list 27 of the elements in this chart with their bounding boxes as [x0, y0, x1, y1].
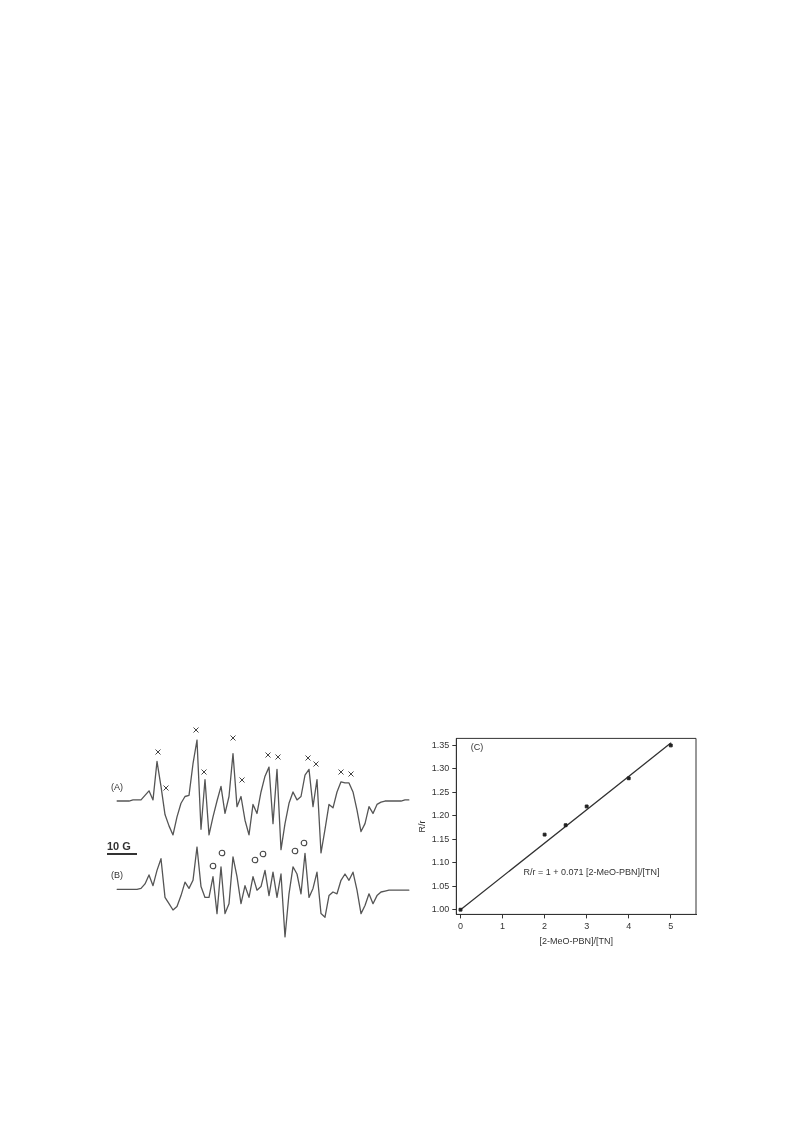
x-tick-label: 4 — [626, 921, 632, 932]
y-tick-label: 1.05 — [431, 880, 450, 891]
point — [668, 743, 673, 748]
y-tick-label: 1.10 — [431, 857, 450, 868]
point — [584, 804, 589, 809]
point — [542, 832, 547, 837]
x-tick-label: 1 — [500, 921, 506, 932]
x-tick-label: 5 — [668, 921, 674, 932]
x-tick-label: 3 — [584, 921, 590, 932]
annotation: R/r = 1 + 0.071 [2-MeO-PBN]/[TN] — [523, 866, 660, 877]
y-tick-label: 1.15 — [431, 833, 450, 844]
x-tick-label: 2 — [542, 921, 548, 932]
point — [458, 907, 463, 912]
point — [563, 823, 568, 828]
point — [626, 776, 631, 781]
series-label: (B) — [111, 869, 123, 880]
x-tick-label: 0 — [458, 921, 464, 932]
y-tick-label: 1.30 — [431, 763, 450, 774]
y-tick-label: 1.00 — [431, 904, 450, 915]
annotation: 10 G — [107, 840, 132, 852]
y-tick-label: 1.25 — [431, 786, 450, 797]
x-axis-title: [2-MeO-PBN]/[TN] — [539, 936, 613, 947]
y-axis-title: R/r — [416, 820, 427, 833]
annotation: (C) — [470, 741, 484, 752]
y-tick-label: 1.20 — [431, 810, 450, 821]
y-tick-label: 1.35 — [431, 739, 450, 750]
series-label: (A) — [111, 781, 123, 792]
